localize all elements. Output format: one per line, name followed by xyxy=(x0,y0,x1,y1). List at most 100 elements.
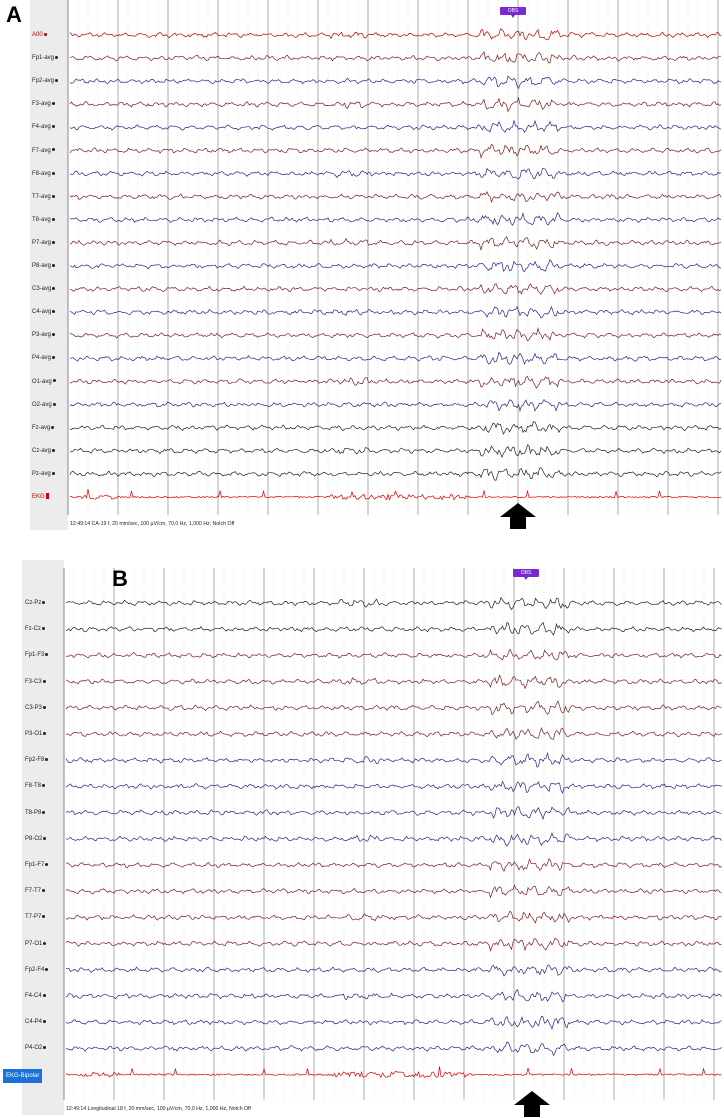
channel-label-text: EKG xyxy=(32,494,45,500)
channel-label[interactable]: C3-P3 xyxy=(25,704,47,712)
eeg-trace xyxy=(69,283,722,295)
channel-label[interactable]: F7-avg xyxy=(32,147,55,155)
channel-label[interactable]: P3-O1 xyxy=(25,730,47,738)
channel-label[interactable]: Cz-Pz xyxy=(25,599,46,607)
channel-label[interactable]: Fp1-F3 xyxy=(25,651,49,659)
channel-label-text: C3-avg xyxy=(32,286,52,293)
channel-label[interactable]: P3-avg xyxy=(32,331,56,339)
obs-event-marker[interactable]: OBS xyxy=(513,569,539,580)
eeg-trace xyxy=(65,884,722,899)
eeg-trace xyxy=(65,780,722,794)
channel-label-text: P7-avg xyxy=(32,239,52,246)
channel-dot xyxy=(42,915,46,919)
channel-label-text: O2-avg xyxy=(32,401,52,408)
channel-label-text: P7-O1 xyxy=(25,940,43,947)
channel-dot xyxy=(43,941,47,945)
channel-label[interactable]: P4-O2 xyxy=(25,1044,47,1052)
channel-label[interactable]: T8-P8 xyxy=(25,809,46,817)
channel-label[interactable]: F8-T8 xyxy=(25,782,46,790)
panel-letter: A xyxy=(6,2,22,27)
eeg-panel-b: B Cz-Pz Fz-Cz Fp1-F3 F3-C3 C3-P3 P3-O1 Fp2-F8 F… xyxy=(0,560,724,1117)
eeg-trace xyxy=(69,143,722,159)
channel-label-text: T7-avg xyxy=(32,193,51,200)
channel-label-text: Cz-avg xyxy=(32,447,52,454)
channel-label[interactable]: O1-avg xyxy=(32,378,56,386)
channel-label[interactable]: P7-O1 xyxy=(25,940,47,948)
channel-dot xyxy=(43,1020,47,1024)
obs-event-marker[interactable]: OBS xyxy=(500,7,526,18)
channel-label[interactable]: C4-P4 xyxy=(25,1018,47,1026)
channel-dot xyxy=(52,379,56,383)
channel-label-text: Fp2-F8 xyxy=(25,757,45,764)
channel-label[interactable]: Cz-avg xyxy=(32,447,56,455)
channel-label[interactable]: F7-T7 xyxy=(25,887,46,895)
eeg-trace xyxy=(69,258,722,273)
channel-label[interactable]: EKG xyxy=(32,493,49,501)
channel-label[interactable]: A00 xyxy=(32,31,47,39)
eeg-trace xyxy=(65,648,722,661)
eeg-trace xyxy=(69,28,722,41)
channel-dot xyxy=(42,993,46,997)
channel-label-text: Fp1-avg xyxy=(32,55,55,62)
channel-label[interactable]: T7-P7 xyxy=(25,913,46,921)
channel-label[interactable]: F3-C3 xyxy=(25,678,46,686)
eeg-trace xyxy=(69,96,722,113)
channel-label[interactable]: F3-avg xyxy=(32,100,55,108)
channel-label[interactable]: Fz-Cz xyxy=(25,625,45,633)
channel-dot xyxy=(52,263,56,267)
channel-label-text: Fp1-F7 xyxy=(25,862,45,868)
eeg-trace xyxy=(69,236,722,251)
channel-label[interactable]: Fp1-F7 xyxy=(25,861,49,869)
channel-label[interactable]: T7-avg xyxy=(32,193,55,201)
channel-label[interactable]: F4-C4 xyxy=(25,992,46,1000)
channel-label-text: O1-avg xyxy=(32,378,52,385)
eeg-trace xyxy=(69,398,722,413)
channel-label-text: Pz-avg xyxy=(32,470,51,477)
channel-label[interactable]: P7-avg xyxy=(32,239,56,247)
eeg-trace xyxy=(69,190,722,204)
channel-label[interactable]: F4-avg xyxy=(32,123,55,131)
eeg-trace xyxy=(69,167,722,180)
channel-label[interactable]: EKG-Bipolar xyxy=(3,1068,43,1083)
channel-label[interactable]: O2-avg xyxy=(32,401,56,409)
channel-label[interactable]: T8-avg xyxy=(32,216,55,224)
channel-dot xyxy=(52,310,56,314)
channel-label-text: T8-P8 xyxy=(25,809,42,816)
eeg-trace xyxy=(65,964,722,977)
channel-dot xyxy=(45,653,49,657)
eeg-trace-area xyxy=(63,568,722,1100)
channel-label[interactable]: F8-avg xyxy=(32,170,55,178)
channel-label[interactable]: Fp1-avg xyxy=(32,54,59,62)
channel-dot xyxy=(42,889,46,893)
channel-label-text: F7-T7 xyxy=(25,888,42,895)
channel-label[interactable]: Fp2-F8 xyxy=(25,756,49,764)
channel-dot xyxy=(51,194,55,198)
channel-dot xyxy=(42,627,45,631)
channel-label[interactable]: Fp2-avg xyxy=(32,77,59,85)
channel-dot xyxy=(52,448,56,452)
channel-label-text: T7-P7 xyxy=(25,914,42,921)
eeg-trace xyxy=(69,421,722,435)
channel-label[interactable]: Fp2-F4 xyxy=(25,966,49,974)
channel-label-text: Fz-Cz xyxy=(25,626,41,633)
channel-dot xyxy=(51,471,55,475)
channel-dot xyxy=(42,679,46,683)
eeg-trace xyxy=(65,751,722,768)
channel-label[interactable]: C3-avg xyxy=(32,285,56,293)
eeg-trace xyxy=(65,937,722,952)
channel-dot xyxy=(52,333,56,337)
channel-label[interactable]: Pz-avg xyxy=(32,470,55,478)
channel-label-text: P4-O2 xyxy=(25,1045,43,1052)
channel-label[interactable]: Fz-avg xyxy=(32,424,55,432)
recording-settings-footer: 12:49:14 CA-19 f, 20 mm/sec, 100 µV/cm, … xyxy=(70,521,235,527)
channel-label[interactable]: C4-avg xyxy=(32,308,56,316)
channel-label[interactable]: P8-avg xyxy=(32,262,56,270)
eeg-trace xyxy=(65,621,722,636)
channel-dot xyxy=(51,125,55,129)
eeg-trace xyxy=(65,806,722,821)
channel-marker xyxy=(45,493,49,500)
eeg-trace xyxy=(65,700,722,716)
channel-label[interactable]: P4-avg xyxy=(32,354,56,362)
eeg-trace xyxy=(65,726,722,740)
channel-label[interactable]: P8-O2 xyxy=(25,835,47,843)
